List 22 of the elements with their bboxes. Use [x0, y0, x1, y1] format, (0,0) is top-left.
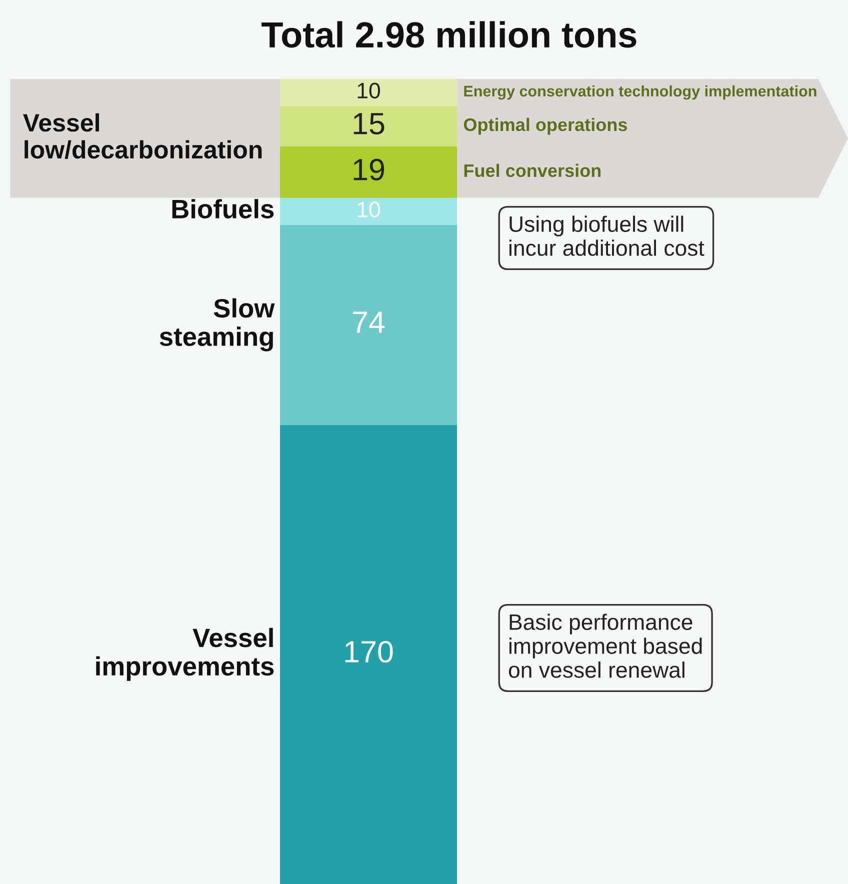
chart-title: Total 2.98 million tons	[262, 21, 636, 48]
series-label: Vessel improvements	[96, 628, 274, 681]
data-label: 170	[345, 640, 393, 663]
bar	[280, 198, 457, 225]
bar	[280, 106, 457, 147]
data-label: 74	[353, 312, 385, 333]
data-label: 15	[354, 113, 384, 134]
data-label: 10	[358, 82, 380, 98]
series-label: Slow steaming	[160, 298, 275, 352]
text: Basic performance improvement based on vessel renewal	[508, 614, 702, 678]
series-label: Biofuels	[172, 199, 274, 218]
data-label: 19	[354, 158, 384, 180]
band-label: Vessel low/decarbonization	[23, 113, 262, 159]
series-label: Optimal operations	[464, 118, 627, 135]
bar	[280, 224, 457, 425]
series-label: Fuel conversion	[464, 164, 601, 178]
data-label: 10	[358, 202, 380, 218]
text: Using biofuels will incur additional cost	[509, 216, 704, 256]
bar	[280, 424, 457, 884]
bar	[280, 146, 457, 198]
series-label: Energy conservation technology implementation	[464, 85, 816, 100]
bar	[280, 79, 457, 106]
